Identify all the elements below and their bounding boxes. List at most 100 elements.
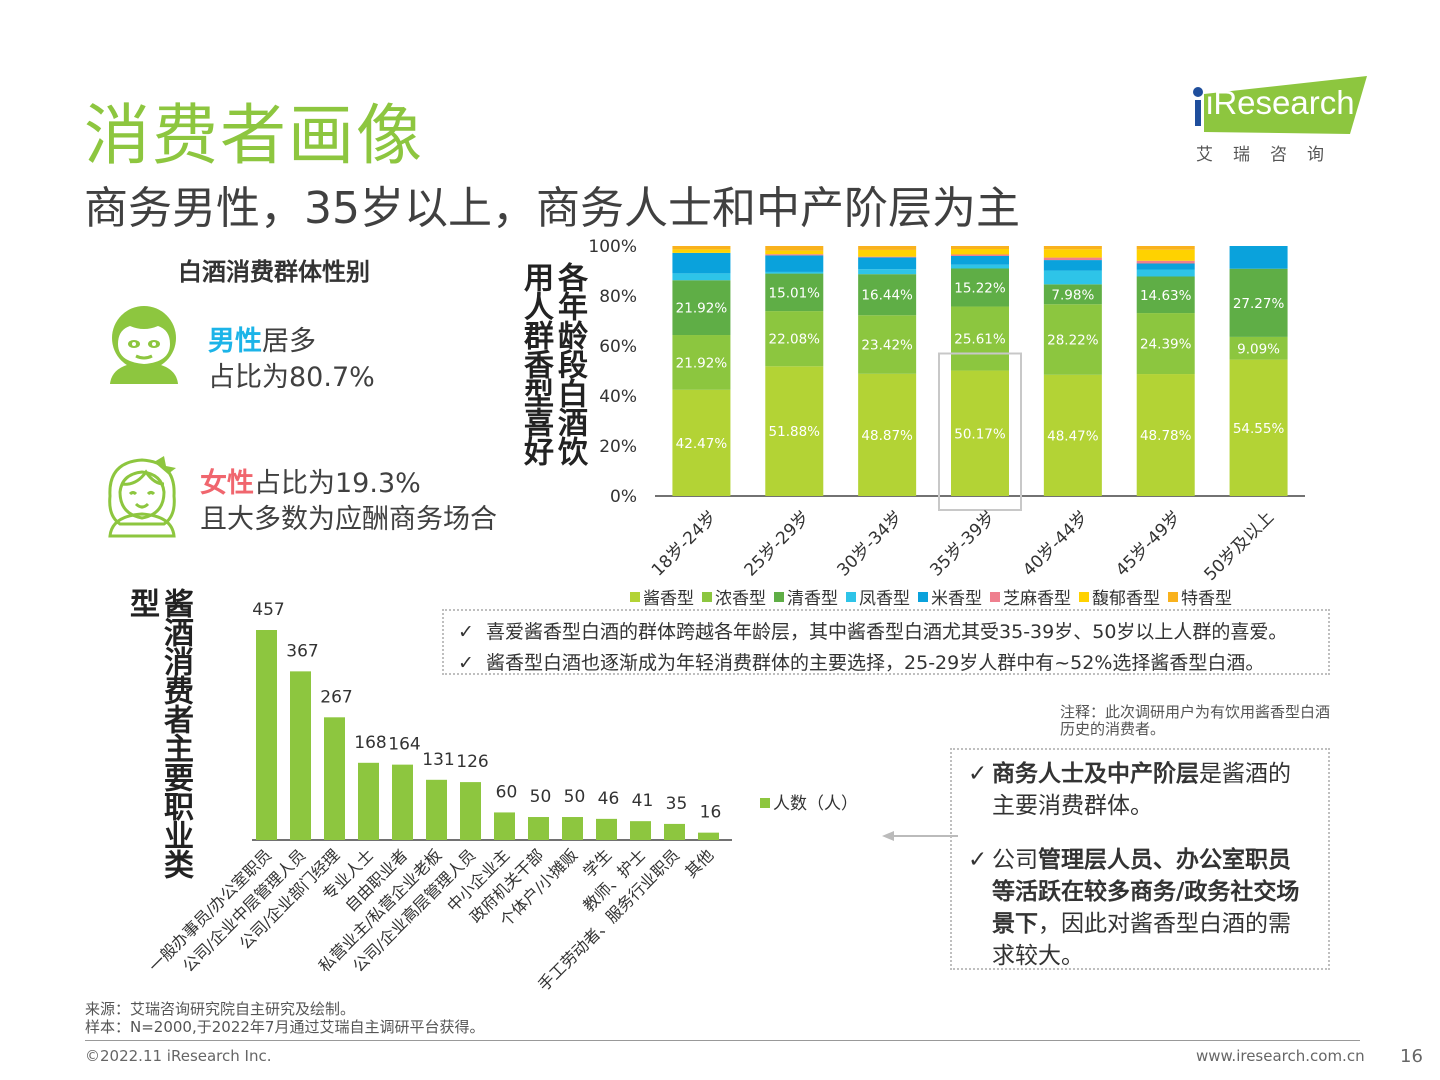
bar [256,630,277,840]
bar-segment [1136,269,1195,277]
bar-segment [1229,246,1288,269]
legend-swatch [760,798,770,808]
data-label: 42.47% [676,436,728,452]
data-label: 126 [456,752,488,772]
data-label: 267 [320,687,352,707]
male-ratio: 占比为80.7% [208,362,375,393]
bar-segment [1043,246,1102,250]
bar-segment [951,249,1009,255]
data-label: 50.17% [954,426,1006,442]
data-label: 51.88% [769,424,821,440]
bar-segment [1229,268,1288,337]
bar-segment [1136,374,1195,496]
bar-segment [951,256,1009,265]
bar [528,817,549,840]
data-label: 27.27% [1233,296,1285,312]
gender-section-title: 白酒消费群体性别 [178,258,370,286]
data-label: 9.09% [1237,341,1280,357]
bar-segment [1136,249,1195,261]
footer-divider [85,1040,1360,1041]
conclusion-box: ✓ 商务人士及中产阶层是酱酒的主要消费群体。 ✓ 公司管理层人员、办公室职员等活… [950,748,1330,970]
bar [664,823,685,840]
legend-swatch [774,591,784,602]
data-label: 48.78% [1140,428,1192,444]
bar [358,762,379,840]
data-label: 131 [422,750,454,770]
legend-label: 特香型 [1181,589,1232,609]
legend-item: 特香型 [1168,584,1232,609]
data-label: 60 [496,782,518,802]
logo-banner-shape [1193,76,1367,134]
data-label: 7.98% [1051,287,1094,303]
legend-swatch [630,591,640,602]
legend-label: 清香型 [787,589,838,609]
bar-segment [672,335,731,390]
data-label: 41 [632,791,654,811]
logo-cn-text: 艾瑞咨询 [1196,145,1344,165]
bar-segment [858,249,917,257]
bar-segment [858,257,917,270]
bar [596,818,617,840]
bar-segment [1136,276,1195,314]
bar-segment [858,274,917,316]
survey-note: 注释：此次调研用户为有饮用酱香型白酒历史的消费者。 [1060,703,1331,738]
data-label: 54.55% [1233,421,1285,437]
data-label: 22.08% [769,332,821,348]
bar [460,782,481,840]
age-stacked-bar-chart: 0% 20% 40% 60% 80% 100% 42.47% 21.92% 21.92% 18岁-… [588,237,1305,585]
data-label: 48.87% [861,428,913,444]
legend-label: 浓香型 [715,589,766,609]
data-label: 50 [564,787,586,807]
arrow-left-icon [882,831,958,841]
legend-label: 米香型 [931,589,982,609]
data-label: 457 [252,600,284,620]
male-stat-text: 男性居多 占比为80.7% [208,324,375,396]
y-tick-label: 20% [599,437,637,457]
bar [494,812,515,840]
bar-segment [765,273,824,312]
insight-line-2: ✓ 酱香型白酒也逐渐成为年轻消费群体的主要选择，25-29岁人群中有~52%选择… [458,652,1265,674]
bar-segment [1229,336,1288,360]
x-tick-label: 30岁-34岁 [834,507,907,580]
age-chart-title: 各年龄段白酒饮用人群香型喜好 [518,262,587,465]
occupation-bar-chart: 457一般办事员/办公室职员367公司/企业中层管理人员267公司/企业部门经理… [145,600,858,995]
bar-segment [672,252,731,274]
bar-segment [1043,270,1102,285]
data-label: 24.39% [1140,337,1192,353]
bar-segment [1229,359,1288,496]
legend-swatch [918,591,928,602]
bar [290,671,311,840]
female-highlight: 女性 [200,468,254,499]
bar-segment [765,366,824,496]
data-label: 15.01% [769,285,821,301]
age-chart-legend: 酱香型 浓香型 清香型 凤香型 米香型 芝麻香型 馥郁香型 特香型 [630,584,1232,609]
legend-item: 米香型 [918,584,982,609]
x-tick-label: 18岁-24岁 [648,507,721,580]
x-tick-label: 25岁-29岁 [741,507,814,580]
bar [324,717,345,840]
bar-segment [765,255,824,272]
insight-line-1: ✓ 喜爱酱香型白酒的群体跨越各年龄层，其中酱香型白酒尤其受35-39岁、50岁以… [458,621,1288,643]
bar-segment [951,254,1009,256]
legend-swatch [1079,591,1089,602]
female-note: 且大多数为应酬商务场合 [200,504,497,535]
bar-segment [1043,260,1102,271]
highlight-frame [938,352,1022,511]
legend-item: 芝麻香型 [990,584,1071,609]
insight-box: ✓ 喜爱酱香型白酒的群体跨越各年龄层，其中酱香型白酒尤其受35-39岁、50岁以… [442,609,1330,675]
legend-label: 酱香型 [643,589,694,609]
bar-segment [765,311,824,367]
y-tick-label: 40% [599,387,637,407]
bar-segment [951,268,1009,307]
bar [562,817,583,840]
website-link[interactable]: www.iresearch.com.cn [1196,1047,1365,1065]
data-label: 25.61% [954,332,1006,348]
data-label: 23.42% [861,338,913,354]
data-label: 28.22% [1047,333,1099,349]
legend-item: 馥郁香型 [1079,584,1160,609]
bar-segment [951,306,1009,371]
bar-segment [1043,304,1102,375]
data-label: 16 [700,803,722,823]
bar-segment [858,373,917,496]
bar-segment [951,264,1009,269]
